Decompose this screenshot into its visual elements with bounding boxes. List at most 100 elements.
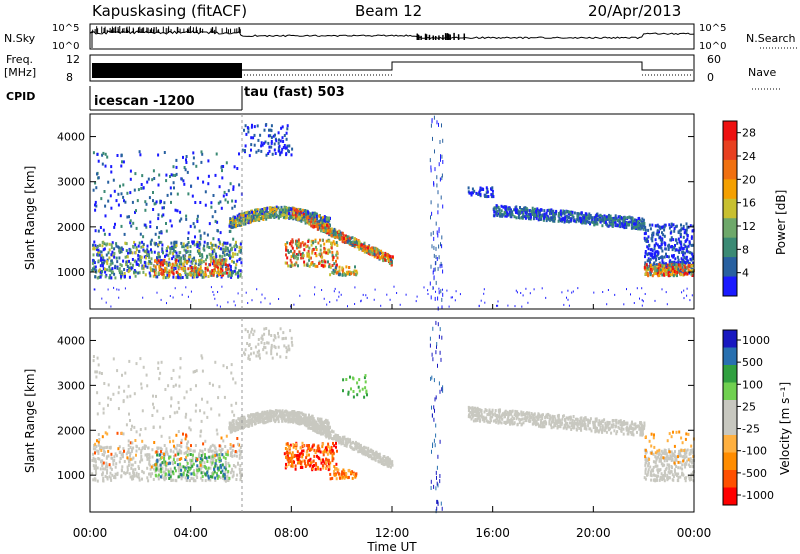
- range-cell: [158, 267, 161, 271]
- range-cell: [177, 452, 180, 456]
- range-cell: [173, 240, 176, 244]
- range-cell: [267, 141, 270, 145]
- range-cell: [129, 177, 132, 181]
- range-cell: [197, 271, 200, 275]
- range-cell: [366, 296, 368, 299]
- range-cell: [154, 265, 157, 269]
- range-cell: [661, 288, 663, 291]
- range-cell: [106, 465, 109, 469]
- range-cell: [168, 436, 171, 440]
- range-cell: [244, 214, 247, 218]
- range-cell: [112, 392, 115, 396]
- range-cell: [196, 468, 199, 472]
- range-cell: [217, 238, 220, 242]
- range-cell: [170, 377, 173, 380]
- range-cell: [219, 458, 222, 462]
- range-cell: [218, 459, 221, 463]
- range-cell: [95, 472, 98, 476]
- range-cell: [252, 216, 255, 220]
- range-cell: [497, 300, 499, 303]
- range-cell: [663, 264, 666, 268]
- range-cell: [682, 227, 685, 231]
- range-cell: [499, 214, 502, 218]
- range-cell: [674, 248, 677, 252]
- range-cell: [98, 268, 101, 272]
- range-cell: [201, 253, 204, 257]
- range-cell: [200, 150, 203, 154]
- range-cell: [164, 460, 167, 464]
- range-cell: [113, 251, 116, 255]
- range-cell: [324, 260, 327, 264]
- range-cell: [170, 173, 173, 177]
- range-cell: [606, 303, 608, 306]
- range-cell: [186, 461, 189, 465]
- range-cell: [637, 220, 639, 224]
- range-cell: [224, 241, 227, 245]
- range-cell: [229, 443, 232, 446]
- range-cell: [577, 287, 579, 290]
- range-cell: [432, 270, 434, 275]
- range-cell: [226, 271, 228, 275]
- range-cell: [158, 458, 161, 461]
- range-cell: [668, 226, 671, 230]
- range-cell: [663, 228, 666, 232]
- range-cell: [691, 252, 694, 256]
- range-cell: [186, 250, 189, 254]
- range-cell: [689, 269, 692, 273]
- range-cell: [434, 167, 436, 172]
- range-cell: [258, 211, 261, 215]
- range-cell: [338, 295, 340, 298]
- range-cell: [191, 194, 194, 198]
- range-cell: [125, 423, 128, 427]
- range-cell: [680, 245, 683, 249]
- range-cell: [204, 190, 207, 194]
- range-cell: [619, 221, 622, 225]
- range-cell: [149, 472, 152, 476]
- range-cell: [238, 218, 241, 222]
- range-cell: [199, 265, 202, 268]
- range-cell: [329, 301, 331, 303]
- range-cell: [318, 214, 321, 218]
- range-cell: [115, 199, 118, 203]
- range-cell: [356, 241, 359, 245]
- range-cell: [284, 208, 287, 212]
- range-cell: [279, 215, 282, 218]
- power-y-label: Slant Range [km]: [23, 166, 37, 270]
- range-cell: [164, 261, 167, 265]
- range-cell: [200, 429, 203, 433]
- cpid-panel: CPID icescan -1200 tau (fast) 503: [6, 85, 345, 111]
- range-cell: [177, 267, 180, 271]
- range-cell: [533, 214, 535, 218]
- range-cell: [308, 222, 311, 226]
- range-cell: [328, 239, 331, 243]
- range-cell: [309, 212, 312, 216]
- range-cell: [142, 186, 145, 190]
- range-cell: [679, 267, 682, 271]
- range-cell: [372, 246, 375, 250]
- range-cell: [147, 456, 150, 460]
- range-cell: [153, 177, 156, 180]
- range-cell: [534, 213, 537, 217]
- range-cell: [610, 217, 613, 221]
- range-cell: [160, 360, 163, 364]
- range-cell: [230, 273, 233, 277]
- range-cell: [189, 271, 192, 274]
- range-cell: [104, 270, 107, 274]
- range-cell: [335, 263, 338, 267]
- range-cell: [326, 218, 329, 221]
- range-cell: [645, 240, 648, 243]
- range-cell: [233, 245, 236, 249]
- range-cell: [628, 215, 631, 219]
- range-cell: [128, 412, 130, 416]
- range-cell: [289, 214, 292, 218]
- range-cell: [373, 255, 376, 259]
- range-cell: [157, 272, 160, 276]
- range-cell: [148, 259, 150, 263]
- range-cell: [441, 263, 443, 268]
- range-cell: [221, 258, 224, 262]
- range-cell: [309, 256, 312, 260]
- range-cell: [230, 403, 233, 407]
- range-cell: [315, 212, 318, 216]
- range-cell: [237, 274, 240, 278]
